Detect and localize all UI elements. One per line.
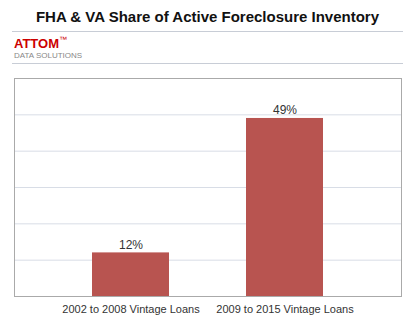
svg-text:2009 to 2015 Vintage Loans: 2009 to 2015 Vintage Loans bbox=[216, 303, 354, 315]
html-text:ATTOM™: ATTOM™ bbox=[14, 34, 67, 51]
html-text:FHA & VA Share of Active Forec: FHA & VA Share of Active Foreclosure Inv… bbox=[35, 8, 380, 25]
svg-text:49%: 49% bbox=[273, 104, 297, 118]
svg-text:2002 to 2008 Vintage Loans: 2002 to 2008 Vintage Loans bbox=[62, 303, 200, 315]
html-text:DATA SOLUTIONS: DATA SOLUTIONS bbox=[14, 50, 83, 60]
svg-text:12%: 12% bbox=[119, 238, 143, 252]
